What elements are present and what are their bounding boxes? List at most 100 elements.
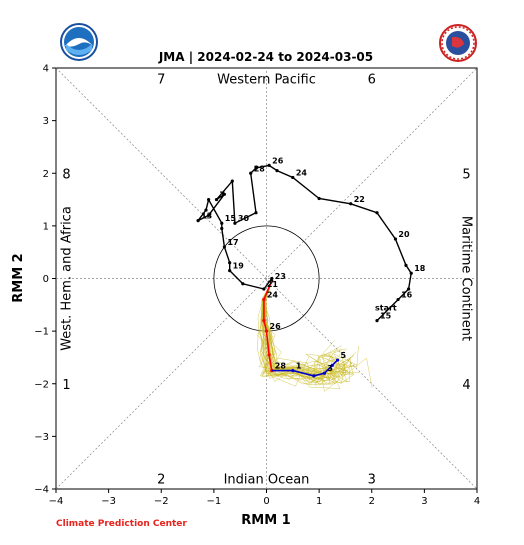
trajectory-point xyxy=(254,211,258,215)
trajectory-point xyxy=(267,353,271,357)
grid xyxy=(55,67,478,490)
ensemble-forecasts xyxy=(257,280,373,392)
trajectory-point xyxy=(291,368,295,373)
trajectory-line xyxy=(263,280,273,371)
point-label: 19 xyxy=(233,262,245,271)
trajectory-point xyxy=(375,211,379,215)
trajectory-point xyxy=(262,319,266,323)
point-label: 13 xyxy=(201,212,212,221)
point-label: 15 xyxy=(225,214,237,223)
trajectory-point xyxy=(349,202,353,206)
phase-number: 6 xyxy=(368,73,376,88)
point-label: 1 xyxy=(296,362,302,371)
region-label: Indian Ocean xyxy=(224,472,310,487)
trajectory-point xyxy=(335,358,340,362)
rmm-trajectory xyxy=(196,163,413,378)
x-tick-label: 3 xyxy=(421,496,427,507)
trajectory-point xyxy=(264,329,269,333)
point-label: 28 xyxy=(275,362,287,371)
trajectory-line xyxy=(197,164,412,322)
point-label: 21 xyxy=(267,280,279,289)
y-axis-label: RMM 2 xyxy=(11,253,26,302)
point-label: 24 xyxy=(267,291,279,300)
trajectory-point xyxy=(312,374,316,378)
point-label: 30 xyxy=(238,214,250,223)
nws-logo-lettering xyxy=(441,26,475,60)
x-tick-label: −2 xyxy=(154,496,169,507)
region-label: West. Hem. and Africa xyxy=(60,206,75,351)
point-label: 18 xyxy=(414,264,426,273)
credit-text: Climate Prediction Center xyxy=(56,519,187,529)
y-tick-label: 4 xyxy=(43,64,49,75)
trajectory-point xyxy=(393,237,398,241)
point-label: 5 xyxy=(341,351,347,360)
trajectory-point xyxy=(228,269,232,273)
ensemble-member-line xyxy=(261,281,340,385)
region-labels: Western Pacific Indian Ocean West. Hem. an… xyxy=(60,73,474,488)
trajectory-point xyxy=(404,263,408,267)
x-tick-label: 0 xyxy=(263,496,269,507)
start-label: start xyxy=(375,304,397,313)
point-label: 22 xyxy=(354,195,365,204)
trajectory-point xyxy=(196,219,200,223)
y-tick-label: 3 xyxy=(43,116,49,127)
trajectory-point xyxy=(249,171,253,175)
trajectory-point xyxy=(214,197,219,202)
trajectory-point xyxy=(291,175,295,180)
trajectory-point xyxy=(222,192,226,196)
nws-logo-mark xyxy=(452,36,464,48)
diagonal-line xyxy=(55,67,478,490)
trajectory-point xyxy=(241,282,245,286)
phase-number: 1 xyxy=(62,378,70,393)
phase-number: 2 xyxy=(157,472,165,487)
x-tick-label: −3 xyxy=(101,496,116,507)
y-tick-label: −2 xyxy=(34,379,49,390)
trajectory-point xyxy=(228,261,232,265)
trajectory-point xyxy=(262,297,266,302)
trajectory-point xyxy=(207,213,211,217)
x-tick-label: −1 xyxy=(207,496,222,507)
y-tick-label: 2 xyxy=(43,169,49,180)
point-label: 7 xyxy=(220,191,226,200)
ensemble-member-line xyxy=(259,280,350,380)
point-label: 28 xyxy=(254,164,266,173)
trajectory-point xyxy=(317,196,321,201)
ensemble-member-line xyxy=(257,281,354,386)
point-label: 16 xyxy=(401,291,413,300)
x-tick-label: −4 xyxy=(49,496,64,507)
y-tick-label: −1 xyxy=(34,327,49,338)
phase-number: 3 xyxy=(368,472,376,487)
trajectory-point xyxy=(233,221,237,225)
point-label: 24 xyxy=(296,168,308,177)
trajectory-point xyxy=(409,271,413,275)
point-label: 26 xyxy=(270,322,282,331)
trajectory-point xyxy=(220,221,224,225)
trajectory-point xyxy=(207,197,211,202)
trajectory-point xyxy=(262,287,266,291)
trajectory-point xyxy=(396,297,400,302)
trajectory-point xyxy=(267,163,271,167)
noaa-logo xyxy=(60,23,98,61)
phase-number: 5 xyxy=(462,167,470,182)
trajectory-point xyxy=(322,371,326,375)
y-tick-label: −4 xyxy=(34,485,49,496)
x-axis-label: RMM 1 xyxy=(241,513,290,528)
trajectory-point xyxy=(204,208,208,212)
region-label: Maritime Continent xyxy=(458,216,473,341)
trajectory-point xyxy=(275,169,279,173)
point-label: 15 xyxy=(380,312,392,321)
x-tick-label: 1 xyxy=(316,496,322,507)
y-tick-label: −3 xyxy=(34,432,49,443)
ensemble-member-line xyxy=(261,280,359,377)
trajectory-point xyxy=(220,226,224,231)
x-tick-label: 2 xyxy=(369,496,375,507)
point-label: 20 xyxy=(398,230,410,239)
nws-logo xyxy=(439,24,477,62)
noaa-logo-bottom xyxy=(66,44,92,55)
trajectory-point xyxy=(406,287,411,291)
noaa-logo-wave xyxy=(65,38,93,47)
trajectory-point xyxy=(375,319,379,323)
trajectory-point xyxy=(254,166,258,170)
